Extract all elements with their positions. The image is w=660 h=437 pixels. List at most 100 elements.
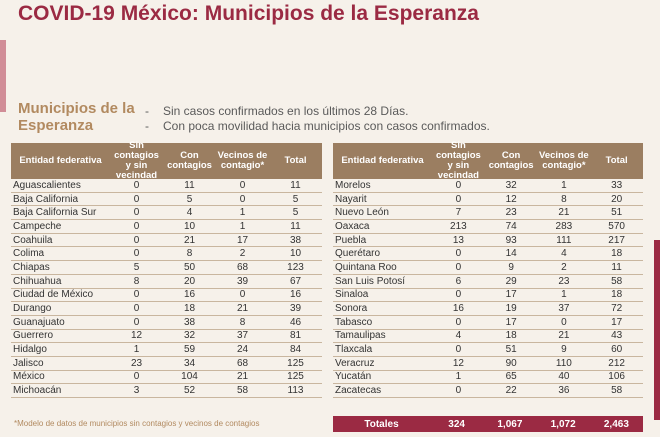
cell-entidad: Coahuila	[13, 234, 53, 246]
cell-sin-contagios: 0	[455, 344, 462, 356]
table-row: Chihuahua 8 20 39 67	[11, 275, 322, 289]
table-header: Entidad federativa Sin contagios y sin v…	[333, 140, 643, 181]
cell-vecinos: 283	[555, 220, 573, 232]
cell-sin-contagios: 1	[455, 371, 462, 383]
cell-total: 10	[289, 248, 302, 260]
cell-sin-contagios: 0	[133, 248, 140, 260]
cell-vecinos: 21	[558, 207, 570, 219]
cell-total: 11	[290, 220, 301, 232]
table-row: Sinaloa 0 17 1 18	[333, 289, 643, 303]
cell-con-contagios: 17	[505, 289, 517, 301]
cell-entidad: San Luis Potosí	[335, 275, 406, 287]
header-total: Total	[605, 155, 628, 166]
cell-entidad: Aguascalientes	[13, 179, 81, 191]
cell-con-contagios: 11	[184, 179, 195, 191]
table-row: Tlaxcala 0 51 9 60	[333, 343, 643, 357]
cell-con-contagios: 4	[186, 207, 193, 219]
cell-sin-contagios: 0	[133, 179, 140, 191]
cell-sin-contagios: 12	[452, 357, 464, 369]
cell-vecinos: 40	[558, 371, 570, 383]
cell-total: 217	[608, 234, 625, 246]
cell-entidad: Baja California Sur	[13, 207, 97, 219]
table-row: Chiapas 5 50 68 123	[11, 261, 322, 275]
table-row: Sonora 16 19 37 72	[333, 302, 643, 316]
table-row: Aguascalientes 0 11 0 11	[11, 179, 322, 193]
cell-entidad: Jalisco	[13, 357, 44, 369]
table-row: Guanajuato 0 38 8 46	[11, 316, 322, 330]
cell-vecinos: 21	[558, 330, 570, 342]
cell-vecinos: 21	[236, 371, 249, 383]
table-body: Morelos 0 32 1 33 Nayarit 0 12 8 20 Nuevo León 7 23 2…	[333, 179, 643, 398]
cell-total: 58	[611, 385, 623, 397]
cell-con-contagios: 17	[505, 316, 517, 328]
table-header: Entidad federativa Sin contagios y sin v…	[11, 141, 322, 181]
table-row: Zacatecas 0 22 36 58	[333, 384, 643, 398]
cell-entidad: Puebla	[335, 234, 367, 246]
cell-vecinos: 24	[236, 344, 249, 356]
cell-con-contagios: 74	[505, 220, 517, 232]
cell-total: 51	[611, 207, 623, 219]
table-row: Nuevo León 7 23 21 51	[333, 206, 643, 221]
cell-entidad: Nayarit	[335, 193, 367, 205]
cell-vecinos: 21	[236, 303, 249, 315]
cell-sin-contagios: 0	[455, 261, 462, 273]
cell-con-contagios: 14	[505, 248, 517, 260]
header-con-contagios: Con contagios	[167, 150, 212, 171]
cell-con-contagios: 16	[183, 289, 196, 301]
totals-label: Totales	[364, 418, 399, 430]
cell-con-contagios: 38	[183, 316, 196, 328]
cell-entidad: Tabasco	[335, 316, 373, 328]
cell-total: 67	[289, 275, 302, 287]
cell-total: 60	[611, 344, 623, 356]
table-row: Oaxaca 213 74 283 570	[333, 220, 643, 234]
cell-total: 43	[611, 330, 623, 342]
cell-vecinos: 8	[239, 316, 246, 328]
cell-sin-contagios: 0	[455, 248, 462, 260]
section-subtitle: Municipios de la Esperanza	[18, 100, 135, 134]
totals-row: Totales 324 1,067 1,072 2,463	[333, 416, 643, 432]
cell-entidad: Sinaloa	[335, 289, 369, 301]
table-row: Durango 0 18 21 39	[11, 302, 322, 316]
cell-con-contagios: 59	[183, 344, 196, 356]
table-row: Baja California 0 5 0 5	[11, 193, 322, 207]
cell-total: 5	[292, 207, 299, 219]
cell-total: 33	[611, 179, 623, 191]
cell-sin-contagios: 13	[452, 234, 464, 246]
totals-con-contagios: 1,067	[497, 418, 523, 430]
cell-con-contagios: 51	[505, 344, 517, 356]
cell-entidad: Yucatán	[335, 371, 372, 383]
cell-sin-contagios: 0	[133, 193, 140, 205]
cell-entidad: Durango	[13, 303, 52, 315]
cell-sin-contagios: 0	[455, 193, 462, 205]
cell-con-contagios: 21	[183, 234, 196, 246]
cell-con-contagios: 10	[183, 220, 196, 232]
table-right: Entidad federativa Sin contagios y sin v…	[333, 140, 643, 432]
table-row: Tamaulipas 4 18 21 43	[333, 330, 643, 344]
cell-total: 18	[611, 248, 623, 260]
cell-con-contagios: 19	[505, 303, 517, 315]
table-row: Puebla 13 93 111 217	[333, 234, 643, 248]
cell-total: 125	[287, 371, 304, 383]
cell-con-contagios: 22	[505, 385, 517, 397]
cell-sin-contagios: 0	[455, 385, 462, 397]
cell-vecinos: 39	[236, 275, 249, 287]
cell-sin-contagios: 0	[133, 234, 140, 246]
cell-sin-contagios: 6	[455, 275, 462, 287]
table-row: Colima 0 8 2 10	[11, 247, 322, 262]
cell-con-contagios: 5	[186, 193, 193, 205]
cell-vecinos: 9	[561, 344, 567, 356]
cell-vecinos: 4	[561, 248, 567, 260]
cell-sin-contagios: 0	[133, 371, 140, 383]
header-sin-contagios: Sin contagios y sin vecindad	[435, 140, 481, 181]
cell-con-contagios: 29	[505, 275, 517, 287]
cell-sin-contagios: 4	[455, 330, 462, 342]
cell-vecinos: 0	[239, 289, 246, 301]
cell-entidad: Ciudad de México	[13, 289, 94, 301]
table-row: Morelos 0 32 1 33	[333, 179, 643, 193]
criteria-item: Con poca movilidad hacia municipios con …	[145, 119, 490, 134]
header-vecinos: Vecinos de contagio*	[217, 150, 268, 171]
cell-sin-contagios: 0	[455, 179, 462, 191]
table-body: Aguascalientes 0 11 0 11 Baja California 0 5 0 5 B…	[11, 179, 322, 398]
cell-total: 570	[608, 220, 625, 232]
cell-con-contagios: 104	[181, 371, 198, 383]
